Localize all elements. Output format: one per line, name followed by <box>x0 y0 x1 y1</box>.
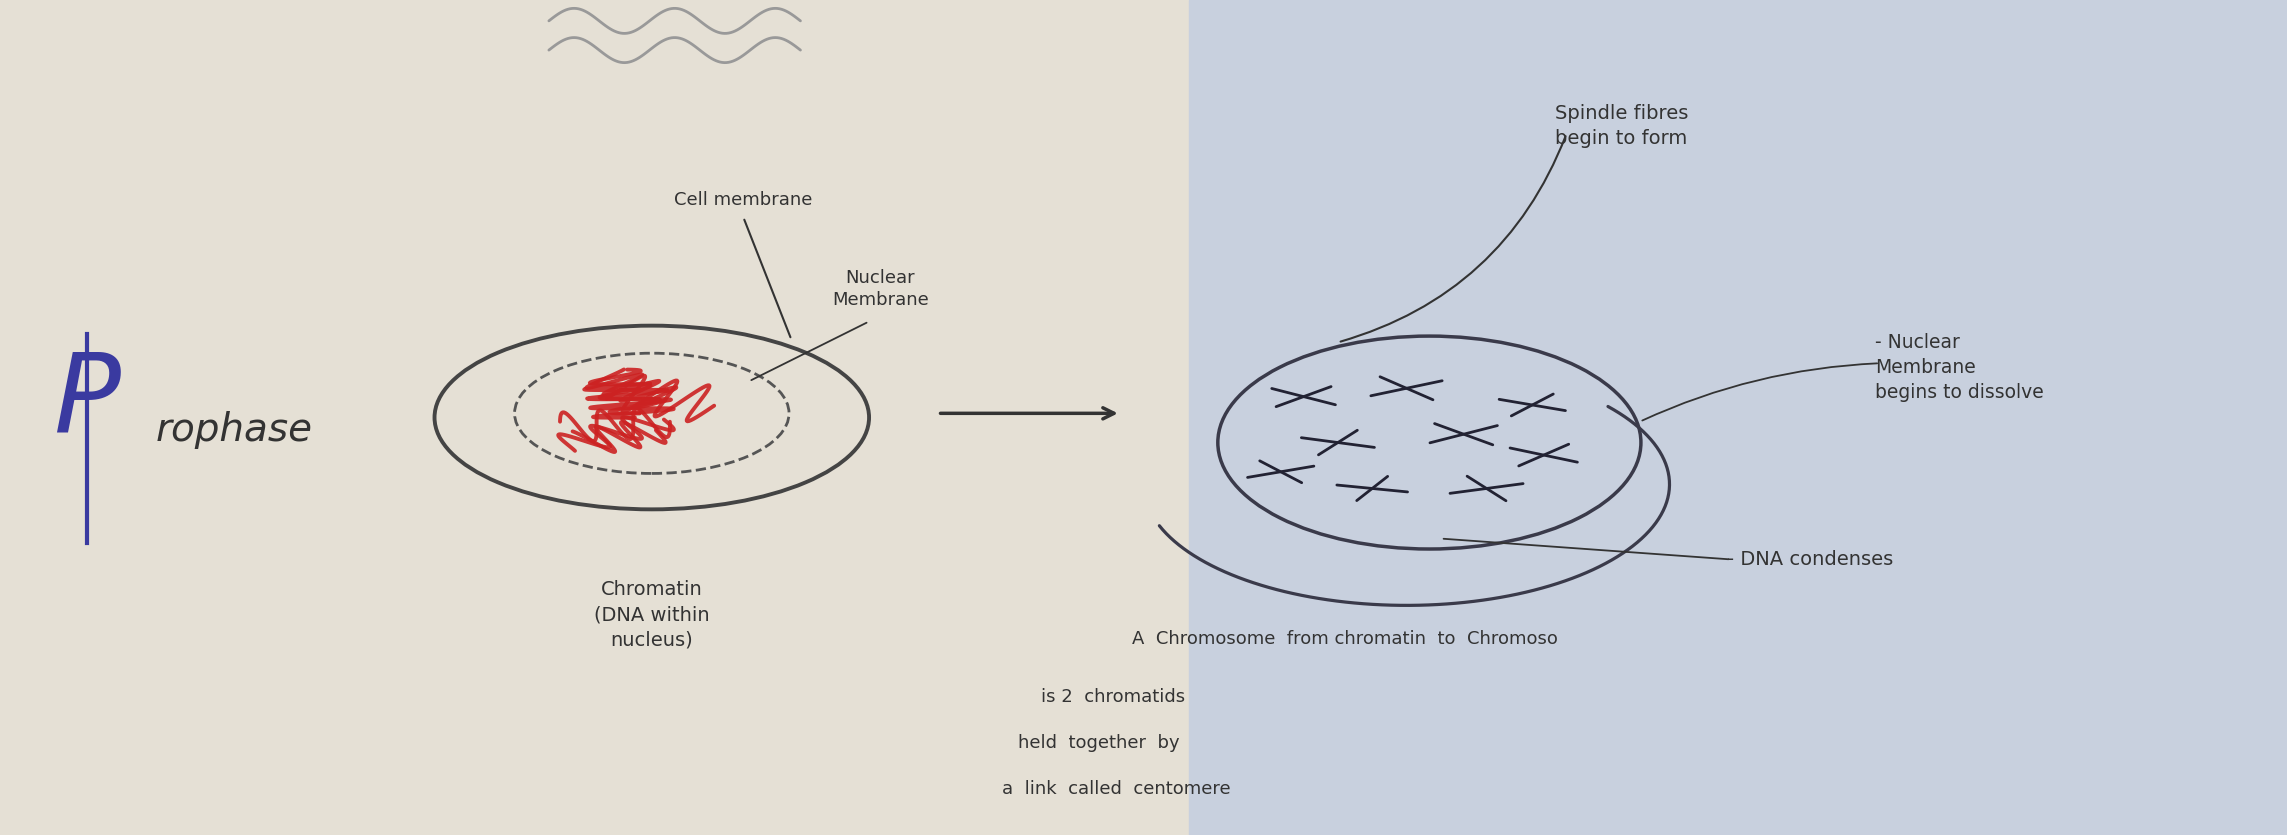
Text: Chromatin
(DNA within
nucleus): Chromatin (DNA within nucleus) <box>595 580 709 650</box>
Bar <box>0 0 1189 835</box>
Text: - Nuclear
Membrane
begins to dissolve: - Nuclear Membrane begins to dissolve <box>1875 333 2045 402</box>
Text: Spindle fibres
begin to form: Spindle fibres begin to form <box>1555 104 1688 149</box>
Text: is 2  chromatids: is 2 chromatids <box>1041 688 1185 706</box>
Text: A  Chromosome  from chromatin  to  Chromoso: A Chromosome from chromatin to Chromoso <box>1132 630 1557 648</box>
Text: P: P <box>53 347 121 454</box>
Text: Cell membrane: Cell membrane <box>675 190 812 209</box>
Text: rophase: rophase <box>156 411 313 449</box>
Text: - DNA condenses: - DNA condenses <box>1727 550 1894 569</box>
Text: a  link  called  centomere: a link called centomere <box>1002 780 1230 798</box>
Bar <box>1189 0 2287 835</box>
Text: held  together  by: held together by <box>1018 734 1180 752</box>
Text: Nuclear
Membrane: Nuclear Membrane <box>832 269 929 309</box>
